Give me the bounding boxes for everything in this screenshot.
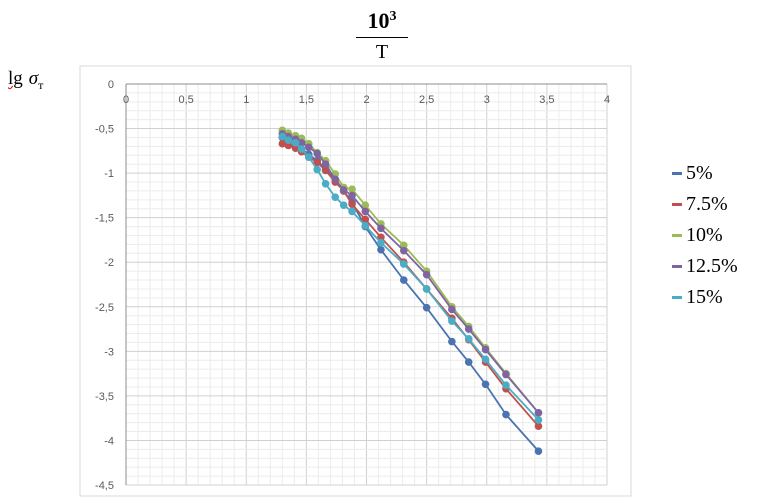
data-point — [502, 410, 510, 419]
data-point — [481, 355, 490, 364]
data-point — [399, 276, 408, 284]
data-point — [278, 132, 287, 141]
data-point — [422, 303, 431, 312]
data-point — [304, 153, 313, 161]
data-point — [331, 193, 340, 201]
y-tick-label: -4,5 — [95, 480, 114, 492]
title-numerator: 103 — [367, 8, 397, 33]
x-tick-label: 2,5 — [419, 94, 434, 106]
data-point — [502, 370, 510, 379]
data-point — [361, 221, 370, 230]
data-point — [377, 224, 385, 233]
legend-item: 12.5% — [672, 251, 738, 282]
data-point — [481, 345, 490, 354]
fraction-bar — [356, 37, 408, 38]
data-point — [422, 285, 431, 293]
data-point — [377, 238, 385, 247]
data-point — [339, 201, 348, 209]
data-point — [361, 201, 370, 209]
x-tick-label: 3 — [484, 94, 490, 106]
data-point — [297, 145, 306, 153]
data-point — [464, 335, 473, 343]
data-point — [481, 380, 490, 389]
data-point — [348, 207, 356, 216]
x-tick-label: 0,5 — [178, 94, 193, 106]
legend-item: 15% — [672, 282, 738, 313]
data-point — [313, 158, 321, 167]
legend-item: 5% — [672, 158, 738, 189]
data-point — [377, 245, 385, 254]
chart-legend: 5% 7.5% 10% 12.5% 15% — [672, 158, 738, 313]
legend-swatch — [672, 234, 682, 237]
title-denominator: T — [375, 41, 389, 63]
data-point — [399, 246, 408, 255]
data-point — [313, 165, 321, 174]
y-tick-label: -3 — [104, 346, 114, 358]
legend-swatch — [672, 203, 682, 206]
legend-item: 10% — [672, 220, 738, 251]
data-point — [339, 186, 348, 194]
legend-label: 12.5% — [686, 255, 738, 277]
data-point — [284, 141, 293, 150]
data-point — [464, 325, 473, 333]
x-tick-label: 3,5 — [539, 94, 554, 106]
x-tick-label: 1 — [243, 94, 249, 106]
data-point — [448, 337, 456, 346]
data-point — [361, 215, 370, 224]
data-point — [448, 317, 456, 325]
legend-label: 5% — [686, 162, 713, 184]
chart-title: 103 T — [352, 4, 412, 64]
x-tick-label: 0 — [123, 94, 129, 106]
data-point — [399, 260, 408, 268]
legend-item: 7.5% — [672, 189, 738, 220]
data-point — [321, 180, 330, 188]
data-point — [313, 149, 321, 158]
legend-label: 7.5% — [686, 193, 728, 215]
y-tick-label: -1,5 — [95, 213, 114, 225]
data-point — [361, 207, 370, 216]
data-point — [297, 139, 306, 147]
y-tick-label: -1 — [104, 168, 114, 180]
y-tick-label: -3,5 — [95, 391, 114, 403]
data-point — [278, 139, 287, 148]
legend-swatch — [672, 296, 682, 299]
data-point — [464, 358, 473, 366]
data-point — [422, 270, 431, 279]
data-point — [321, 160, 330, 168]
data-point — [284, 136, 293, 144]
data-point — [502, 381, 510, 389]
y-tick-label: -0,5 — [95, 124, 114, 136]
data-point — [291, 144, 300, 152]
x-tick-label: 2 — [363, 94, 369, 106]
data-point — [348, 200, 356, 209]
legend-label: 15% — [686, 286, 723, 308]
y-tick-label: -2,5 — [95, 302, 114, 314]
data-point — [304, 143, 313, 152]
y-tick-label: 0 — [108, 79, 114, 91]
data-point — [291, 139, 300, 147]
data-point — [348, 185, 356, 193]
data-point — [348, 191, 356, 200]
data-point — [448, 305, 456, 314]
y-axis-label: lg σт — [8, 68, 44, 92]
data-point — [331, 175, 340, 184]
legend-label: 10% — [686, 224, 723, 246]
data-point — [377, 233, 385, 242]
y-tick-label: -4 — [104, 435, 114, 447]
data-point — [399, 241, 408, 250]
legend-swatch — [672, 172, 682, 175]
chart-plot: 0 0,5 1 1,5 2 2,5 3 3,5 4 0 -0,5 -1 -1,5 -2 -2,5 -3 -3,5… — [79, 65, 632, 497]
y-tick-label: -2 — [104, 257, 114, 269]
data-point — [534, 416, 543, 424]
legend-swatch — [672, 265, 682, 268]
x-tick-label: 4 — [604, 94, 610, 106]
x-tick-label: 1,5 — [299, 94, 314, 106]
data-point — [534, 409, 543, 417]
data-point — [534, 422, 543, 430]
data-point — [534, 447, 543, 455]
